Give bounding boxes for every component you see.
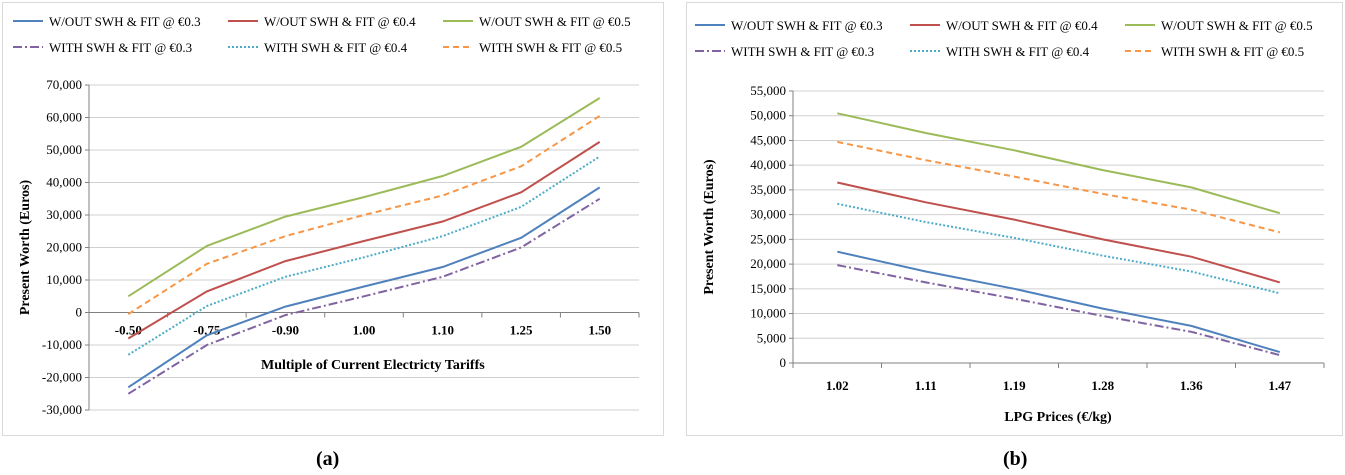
y-tick-label: 70,000 [46, 77, 82, 92]
legend-label-with_04: WITH SWH & FIT @ €0.4 [946, 44, 1090, 59]
x-tick-label: -0.90 [272, 323, 299, 338]
series-line-with_04 [127, 155, 601, 356]
y-tick-label: 30,000 [750, 207, 786, 222]
series-line-with_04 [837, 202, 1281, 295]
x-tick-label: 1.02 [826, 378, 849, 393]
y-axis-title: Present Worth (Euros) [702, 159, 717, 295]
y-tick-label: 50,000 [46, 142, 82, 157]
x-axis-title: LPG Prices (€/kg) [1004, 410, 1112, 425]
y-tick-label: 10,000 [46, 272, 82, 287]
y-tick-label: 45,000 [750, 132, 786, 147]
y-tick-label: 15,000 [750, 281, 786, 296]
x-tick-label: 1.19 [1003, 378, 1026, 393]
chart-a-svg: -30,000 -20,000 -10,000 0 10,000 20,000 30,000… [13, 14, 640, 417]
x-tick-label: 1.36 [1180, 378, 1203, 393]
y-tick-label: -30,000 [42, 402, 82, 417]
y-tick-label: 25,000 [750, 231, 786, 246]
x-axis-title: Multiple of Current Electricty Tariffs [261, 358, 485, 373]
series-line-wout_05 [127, 97, 601, 298]
legend-label-wout_03: W/OUT SWH & FIT @ €0.3 [49, 14, 201, 29]
x-tick-label: 1.00 [353, 323, 376, 338]
legend-label-wout_04: W/OUT SWH & FIT @ €0.4 [946, 18, 1098, 33]
y-tick-label: 20,000 [750, 256, 786, 271]
legend-label-wout_05: W/OUT SWH & FIT @ €0.5 [1161, 18, 1313, 33]
y-tick-label: 30,000 [46, 207, 82, 222]
x-tick-label: 1.11 [915, 378, 937, 393]
legend-label-with_03: WITH SWH & FIT @ €0.3 [49, 40, 192, 55]
y-tick-label: -20,000 [42, 370, 82, 385]
y-tick-label: 0 [76, 305, 83, 320]
series-line-with_03 [837, 264, 1281, 357]
y-tick-label: 10,000 [750, 306, 786, 321]
legend-label-with_03: WITH SWH & FIT @ €0.3 [731, 44, 874, 59]
x-tick-label: 1.28 [1091, 378, 1114, 393]
y-tick-label: 20,000 [46, 240, 82, 255]
series-line-with_03 [127, 197, 601, 395]
y-tick-label: 55,000 [750, 83, 786, 98]
chart-panel-a: -30,000 -20,000 -10,000 0 10,000 20,000 30,000… [2, 2, 664, 436]
series-line-with_05 [837, 140, 1281, 234]
chart-panel-b: 0 5,000 10,000 15,000 20,000 25,000 30,000 35,0… [686, 2, 1343, 436]
legend-label-with_05: WITH SWH & FIT @ €0.5 [479, 40, 622, 55]
y-tick-label: 40,000 [750, 157, 786, 172]
series-line-wout_03 [837, 250, 1281, 354]
series-line-wout_04 [837, 181, 1281, 284]
legend-label-wout_03: W/OUT SWH & FIT @ €0.3 [731, 18, 883, 33]
series-line-wout_04 [127, 141, 601, 340]
series-line-wout_03 [127, 186, 601, 389]
legend-label-wout_05: W/OUT SWH & FIT @ €0.5 [479, 14, 631, 29]
series-line-with_05 [127, 115, 601, 315]
chart-b-svg: 0 5,000 10,000 15,000 20,000 25,000 30,000 35,0… [695, 18, 1325, 425]
y-tick-label: 0 [780, 355, 787, 370]
y-tick-label: 60,000 [46, 110, 82, 125]
x-tick-label: -0.50 [115, 323, 142, 338]
panel-label-a: (a) [316, 448, 340, 470]
legend-label-with_04: WITH SWH & FIT @ €0.4 [264, 40, 408, 55]
x-tick-label: 1.25 [510, 323, 533, 338]
x-tick-label: 1.10 [431, 323, 454, 338]
y-tick-label: 40,000 [46, 175, 82, 190]
y-tick-label: 5,000 [757, 330, 786, 345]
panel-label-b: (b) [1003, 448, 1028, 470]
y-axis-title: Present Worth (Euros) [18, 180, 33, 316]
y-tick-label: 50,000 [750, 108, 786, 123]
legend-label-wout_04: W/OUT SWH & FIT @ €0.4 [264, 14, 416, 29]
y-tick-label: 35,000 [750, 182, 786, 197]
series-line-wout_05 [837, 112, 1281, 215]
y-tick-label: -10,000 [42, 337, 82, 352]
x-tick-label: 1.47 [1268, 378, 1291, 393]
x-tick-label: 1.50 [588, 323, 611, 338]
legend-label-with_05: WITH SWH & FIT @ €0.5 [1161, 44, 1304, 59]
